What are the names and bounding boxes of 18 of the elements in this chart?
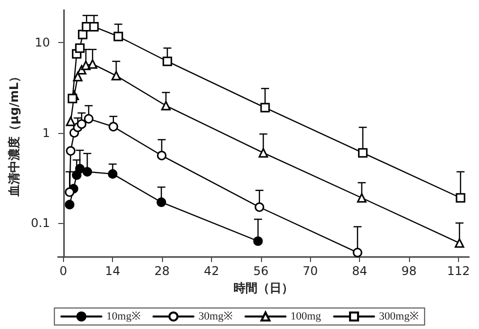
- legend-label: 10mg※: [106, 310, 140, 322]
- y-tick-label: 1: [42, 126, 50, 140]
- x-tick-label: 112: [446, 264, 470, 278]
- legend-label: 300mg※: [379, 310, 419, 322]
- x-tick-label: 28: [154, 264, 170, 278]
- x-tick-label: 14: [105, 264, 120, 278]
- x-tick-label: 0: [59, 264, 68, 278]
- x-axis-title: 時間（日）: [233, 280, 294, 295]
- x-tick-label: 42: [204, 264, 220, 278]
- x-tick-label: 84: [352, 264, 368, 278]
- y-tick-label: 10: [34, 36, 50, 50]
- x-tick-label: 56: [253, 264, 268, 278]
- x-tick-label: 70: [302, 264, 318, 278]
- y-axis-title: 血清中濃度（μg/mL）: [7, 70, 21, 198]
- legend-label: 30mg※: [198, 310, 233, 322]
- y-tick-label: 0.1: [30, 216, 50, 230]
- legend-label: 100mg: [290, 310, 322, 322]
- x-tick-label: 98: [401, 264, 417, 278]
